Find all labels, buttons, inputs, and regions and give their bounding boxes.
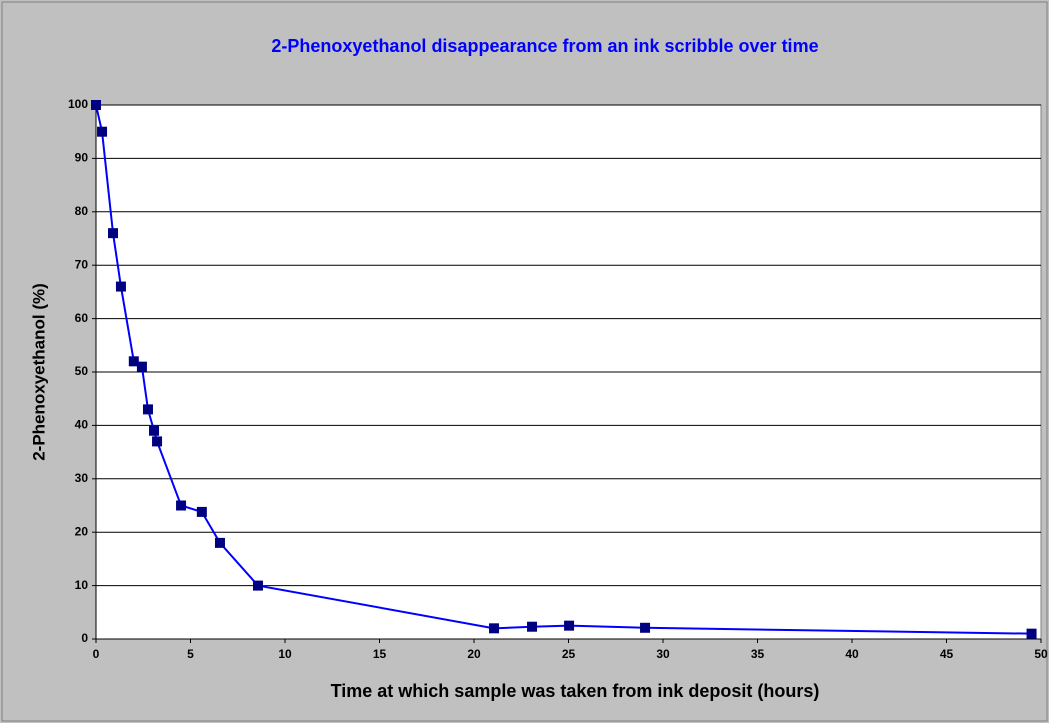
x-tick-label: 10 <box>278 647 292 661</box>
x-axis-label: Time at which sample was taken from ink … <box>331 681 820 701</box>
x-tick-label: 50 <box>1034 647 1048 661</box>
y-tick-label: 60 <box>75 311 89 325</box>
data-point <box>128 356 139 367</box>
y-axis-label: 2-Phenoxyethanol (%) <box>29 283 48 461</box>
data-point <box>136 361 147 372</box>
y-tick-label: 10 <box>75 578 89 592</box>
y-tick-label: 50 <box>75 364 89 378</box>
y-tick-label: 0 <box>81 631 88 645</box>
data-point <box>91 100 101 110</box>
x-tick-label: 45 <box>940 647 954 661</box>
x-tick-label: 5 <box>187 647 194 661</box>
data-point <box>97 126 108 137</box>
data-point <box>149 425 160 436</box>
data-point <box>142 404 153 415</box>
data-point <box>152 436 163 447</box>
x-tick-label: 0 <box>93 647 100 661</box>
data-point <box>1026 628 1037 639</box>
x-tick-label: 40 <box>845 647 859 661</box>
data-point <box>564 620 575 631</box>
x-tick-label: 35 <box>751 647 765 661</box>
y-tick-label: 40 <box>75 418 89 432</box>
chart-title: 2-Phenoxyethanol disappearance from an i… <box>271 36 818 56</box>
x-tick-label: 15 <box>373 647 387 661</box>
y-tick-label: 20 <box>75 524 89 538</box>
y-tick-label: 80 <box>75 204 89 218</box>
data-point <box>108 228 119 239</box>
y-tick-label: 90 <box>75 151 89 165</box>
series-line <box>95 104 1032 635</box>
x-tick-label: 30 <box>656 647 670 661</box>
y-tick-label: 30 <box>75 471 89 485</box>
x-tick-label: 20 <box>467 647 481 661</box>
y-tick-label: 100 <box>68 97 88 111</box>
data-point <box>489 623 500 634</box>
x-tick-label: 25 <box>562 647 576 661</box>
data-point <box>214 537 225 548</box>
data-point <box>640 622 651 633</box>
data-point <box>527 621 538 632</box>
y-tick-label: 70 <box>75 257 89 271</box>
data-point <box>115 281 126 292</box>
data-point <box>252 580 263 591</box>
data-point <box>176 500 187 511</box>
data-point <box>196 506 207 517</box>
